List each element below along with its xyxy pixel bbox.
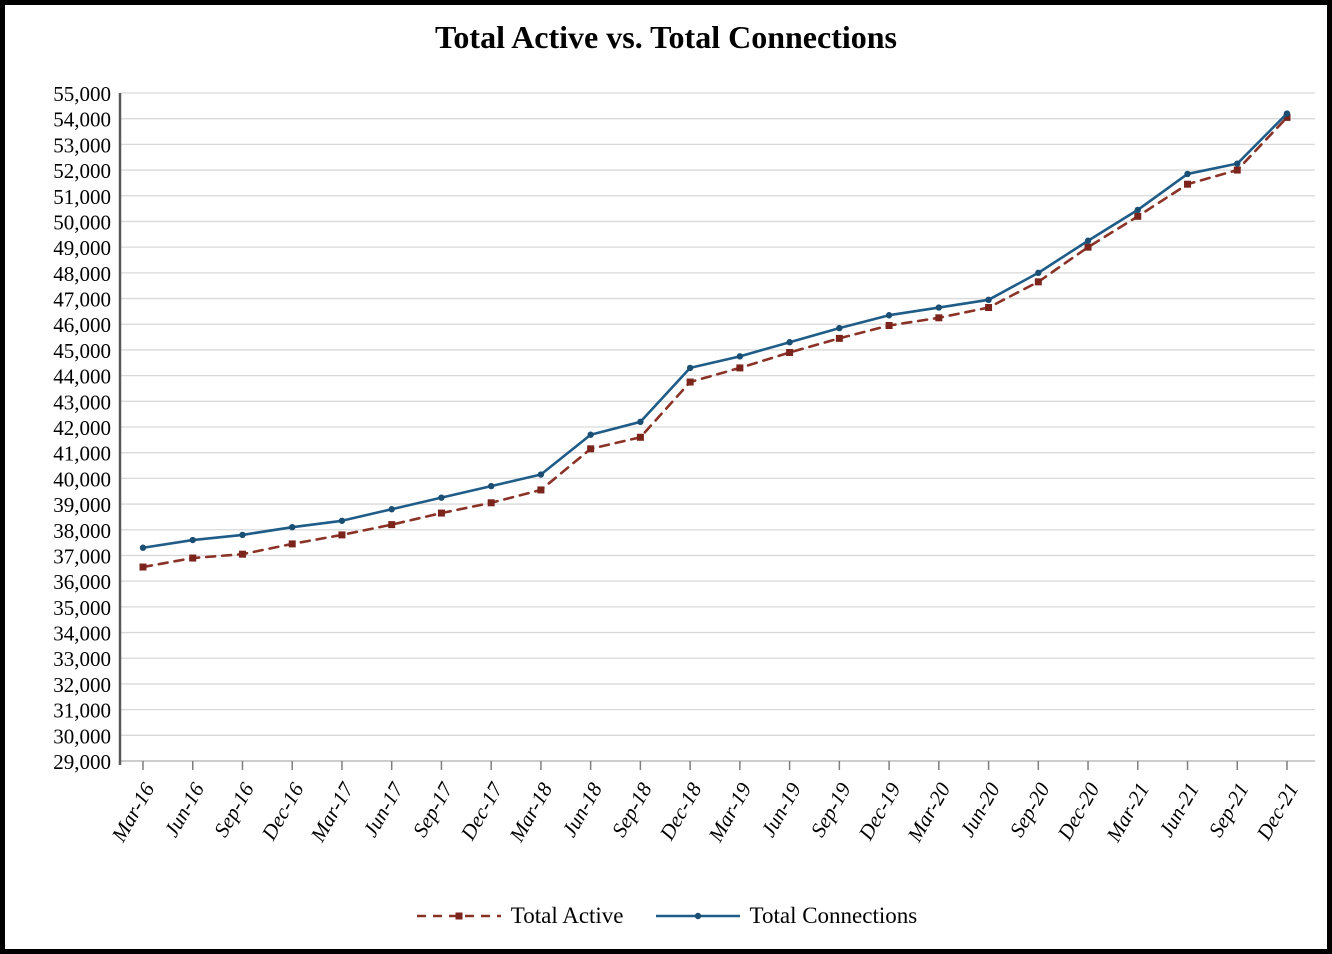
svg-text:Jun-17: Jun-17 bbox=[358, 777, 409, 841]
svg-text:Dec-16: Dec-16 bbox=[256, 778, 308, 845]
svg-text:31,000: 31,000 bbox=[53, 699, 111, 723]
series-total-active bbox=[139, 113, 1291, 571]
svg-text:39,000: 39,000 bbox=[53, 493, 111, 517]
chart-title: Total Active vs. Total Connections bbox=[435, 19, 897, 55]
svg-text:Jun-21: Jun-21 bbox=[1154, 779, 1204, 842]
svg-text:Mar-21: Mar-21 bbox=[1101, 779, 1154, 847]
svg-text:46,000: 46,000 bbox=[53, 313, 111, 337]
line-chart-canvas: 29,00030,00031,00032,00033,00034,00035,0… bbox=[53, 82, 1315, 847]
svg-text:Jun-20: Jun-20 bbox=[955, 778, 1005, 841]
svg-text:Dec-19: Dec-19 bbox=[853, 778, 905, 845]
legend: Total Active Total Connections bbox=[5, 903, 1327, 929]
svg-text:Jun-19: Jun-19 bbox=[756, 778, 806, 841]
svg-text:Sep-20: Sep-20 bbox=[1005, 778, 1055, 841]
svg-text:Sep-17: Sep-17 bbox=[408, 777, 459, 841]
svg-text:Mar-16: Mar-16 bbox=[106, 778, 159, 846]
svg-text:45,000: 45,000 bbox=[53, 339, 111, 363]
svg-text:Sep-18: Sep-18 bbox=[607, 778, 657, 841]
svg-text:33,000: 33,000 bbox=[53, 647, 111, 671]
svg-text:Sep-19: Sep-19 bbox=[806, 778, 856, 841]
svg-text:Dec-17: Dec-17 bbox=[455, 777, 508, 845]
svg-text:52,000: 52,000 bbox=[53, 159, 111, 183]
svg-text:36,000: 36,000 bbox=[53, 570, 111, 594]
svg-text:Mar-17: Mar-17 bbox=[305, 777, 359, 846]
svg-text:44,000: 44,000 bbox=[53, 365, 111, 389]
svg-text:29,000: 29,000 bbox=[53, 750, 111, 774]
svg-text:Dec-21: Dec-21 bbox=[1251, 779, 1303, 845]
svg-text:42,000: 42,000 bbox=[53, 416, 111, 440]
svg-text:38,000: 38,000 bbox=[53, 519, 111, 543]
y-axis-labels: 29,00030,00031,00032,00033,00034,00035,0… bbox=[53, 82, 111, 774]
svg-text:48,000: 48,000 bbox=[53, 262, 111, 286]
svg-text:47,000: 47,000 bbox=[53, 288, 111, 312]
svg-text:41,000: 41,000 bbox=[53, 442, 111, 466]
legend-label-total-active: Total Active bbox=[510, 903, 624, 928]
svg-text:51,000: 51,000 bbox=[53, 185, 111, 209]
legend-item-total-connections: Total Connections bbox=[654, 903, 918, 929]
svg-text:34,000: 34,000 bbox=[53, 622, 111, 646]
svg-text:55,000: 55,000 bbox=[53, 82, 111, 106]
svg-text:49,000: 49,000 bbox=[53, 236, 111, 260]
svg-text:37,000: 37,000 bbox=[53, 544, 111, 568]
series-total-connections bbox=[139, 110, 1291, 551]
total-active-line-sample bbox=[416, 912, 501, 920]
gridlines bbox=[120, 92, 1315, 762]
svg-text:40,000: 40,000 bbox=[53, 467, 111, 491]
svg-text:53,000: 53,000 bbox=[53, 133, 111, 157]
svg-text:Jun-16: Jun-16 bbox=[159, 778, 209, 841]
svg-text:Mar-19: Mar-19 bbox=[703, 778, 756, 846]
svg-text:50,000: 50,000 bbox=[53, 210, 111, 234]
svg-text:30,000: 30,000 bbox=[53, 724, 111, 748]
svg-text:Jun-18: Jun-18 bbox=[557, 778, 607, 841]
svg-text:Mar-20: Mar-20 bbox=[902, 778, 955, 846]
svg-text:Sep-21: Sep-21 bbox=[1204, 779, 1254, 842]
total-connections-line-sample bbox=[655, 912, 740, 920]
legend-item-total-active: Total Active bbox=[415, 903, 624, 929]
axes bbox=[118, 93, 1315, 770]
svg-text:Dec-20: Dec-20 bbox=[1052, 778, 1104, 845]
svg-text:43,000: 43,000 bbox=[53, 390, 111, 414]
legend-label-total-connections: Total Connections bbox=[749, 903, 918, 928]
svg-text:32,000: 32,000 bbox=[53, 673, 111, 697]
svg-text:54,000: 54,000 bbox=[53, 108, 111, 132]
svg-text:Mar-18: Mar-18 bbox=[504, 778, 557, 846]
svg-text:Dec-18: Dec-18 bbox=[654, 778, 706, 845]
svg-text:35,000: 35,000 bbox=[53, 596, 111, 620]
svg-text:Sep-16: Sep-16 bbox=[209, 778, 259, 841]
